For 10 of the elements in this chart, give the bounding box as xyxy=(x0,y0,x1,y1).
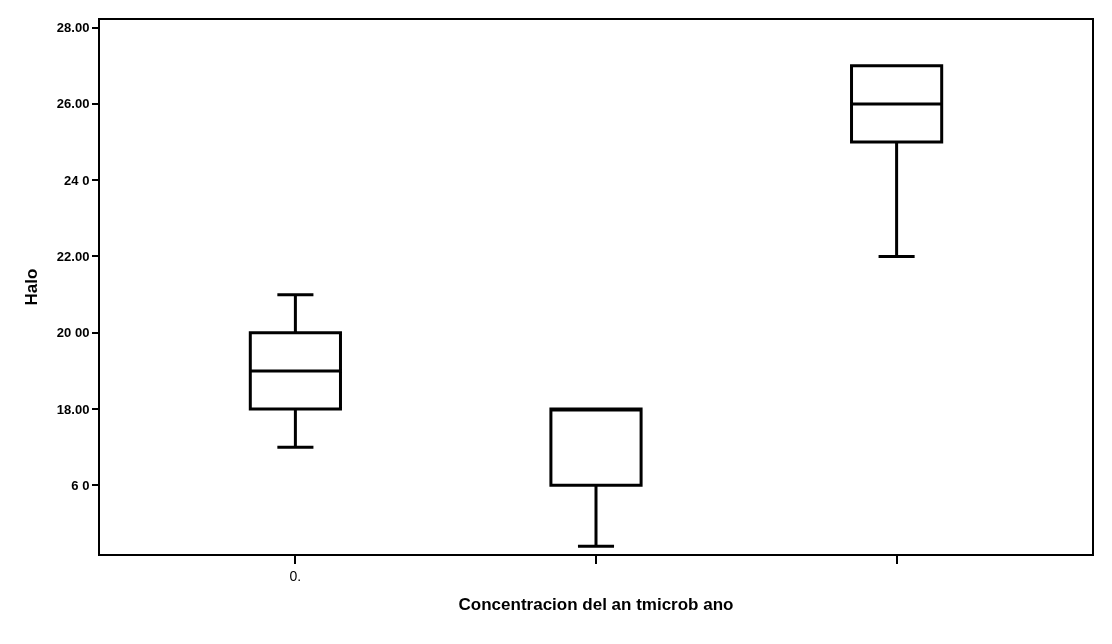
y-axis-title: Halo xyxy=(21,268,41,306)
y-tick-label: 18.00 xyxy=(56,401,90,417)
x-axis-title: Concentracion del an tmicrob ano xyxy=(458,594,734,614)
y-tick-label: 6 0 xyxy=(71,477,90,493)
y-tick-label: 24 0 xyxy=(64,172,90,188)
x-tick-label: 0. xyxy=(289,567,302,584)
y-tick-label: 20 00 xyxy=(56,325,90,341)
y-tick-label: 26.00 xyxy=(56,96,90,112)
y-tick-label: 22.00 xyxy=(56,249,90,265)
y-tick-label: 28.00 xyxy=(56,20,90,36)
